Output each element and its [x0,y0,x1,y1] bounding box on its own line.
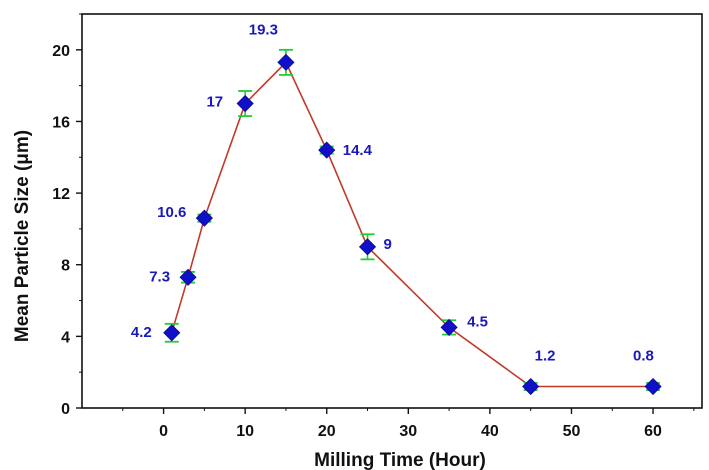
data-label: 9 [384,236,392,253]
x-tick-label: 0 [159,423,168,440]
markers-group [163,53,662,396]
data-label: 1.2 [535,348,556,365]
y-tick-label: 12 [52,186,70,203]
y-axis-title: Mean Particle Size (μm) [12,130,33,342]
x-tick-label: 10 [236,423,254,440]
data-point-marker [318,141,336,159]
y-tick-label: 0 [61,401,70,418]
x-axis-ticks: 0 10 20 30 40 50 60 [122,408,695,440]
data-label: 10.6 [157,204,186,221]
plot-frame [81,13,703,409]
x-tick-label: 60 [644,423,662,440]
data-label: 4.2 [131,324,152,341]
data-point-marker [440,318,458,336]
data-point-marker [277,53,295,71]
data-label: 17 [206,94,223,111]
data-point-marker [179,268,197,286]
plot-border [81,13,703,409]
y-tick-label: 16 [52,114,70,131]
data-label: 14.4 [343,142,373,159]
data-point-marker [522,377,540,396]
x-tick-label: 30 [399,423,417,440]
series-line-group [170,61,654,388]
data-label: 4.5 [467,313,488,330]
x-tick-label: 40 [481,423,499,440]
series-line [170,61,654,388]
data-label: 19.3 [249,21,278,38]
data-label: 7.3 [149,268,170,285]
data-labels-group: 4.2 7.3 10.6 17 19.3 14.4 9 4.5 1.2 0.8 [131,21,654,364]
data-point-marker [644,377,662,396]
x-tick-label: 20 [318,423,336,440]
data-point-marker [163,324,181,342]
y-tick-label: 8 [61,258,70,275]
data-point-marker [195,209,213,227]
y-axis-ticks: 0 4 8 12 16 20 [52,13,82,418]
y-tick-label: 4 [61,329,70,346]
x-tick-label: 50 [563,423,581,440]
error-bars-group [164,48,661,391]
y-tick-label: 20 [52,43,70,60]
data-point-marker [358,238,377,256]
data-label: 0.8 [633,348,654,365]
data-point-marker [236,94,254,113]
x-axis-title: Milling Time (Hour) [314,450,486,470]
